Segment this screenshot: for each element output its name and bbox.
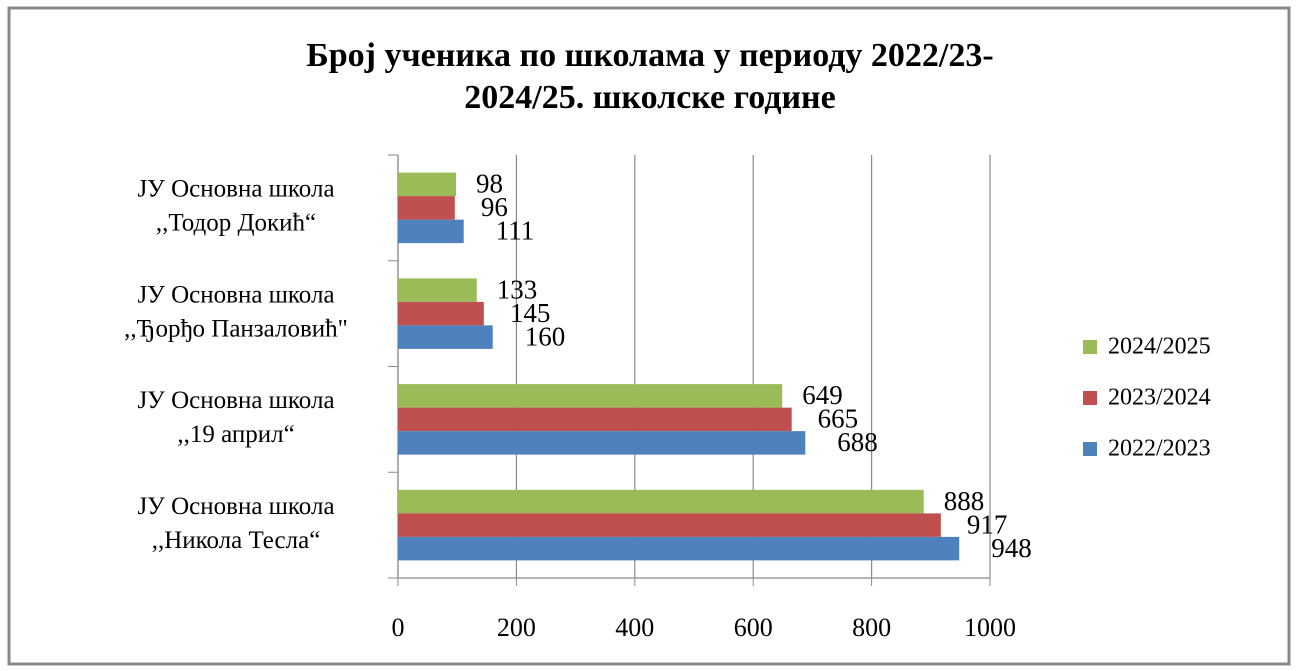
x-tick-label: 200 — [497, 613, 536, 642]
legend-swatch — [1083, 340, 1097, 354]
value-label: 133 — [497, 274, 537, 304]
value-label: 649 — [802, 380, 843, 410]
chart-title: 2024/25. школске године — [464, 79, 835, 116]
x-tick-label: 0 — [392, 613, 405, 642]
value-label: 917 — [967, 509, 1008, 539]
y-tick-label: ЈУ Основна школа — [137, 176, 334, 203]
value-label: 665 — [818, 404, 859, 434]
value-label: 948 — [991, 533, 1032, 563]
bar — [398, 278, 477, 302]
bar — [398, 325, 493, 349]
value-label: 688 — [837, 427, 878, 457]
legend-label: 2022/2023 — [1108, 436, 1211, 462]
bar — [398, 536, 960, 561]
value-label: 96 — [481, 192, 508, 222]
bar — [398, 431, 806, 455]
legend-swatch — [1083, 442, 1097, 456]
bar — [398, 196, 455, 220]
y-tick-label: ,,Никола Тесла“ — [152, 527, 321, 554]
bar — [398, 407, 792, 432]
value-label: 145 — [510, 298, 550, 328]
y-tick-label: ,,Тодор Докић“ — [156, 210, 316, 237]
chart-title: Број ученика по школама у периоду 2022/2… — [306, 37, 993, 74]
y-tick-label: ЈУ Основна школа — [137, 493, 334, 520]
bar — [398, 301, 484, 326]
y-tick-label: ЈУ Основна школа — [137, 281, 334, 308]
x-tick-label: 800 — [852, 613, 891, 642]
bar — [398, 513, 941, 537]
bar — [398, 489, 924, 514]
legend-label: 2024/2025 — [1108, 334, 1211, 360]
bar — [398, 384, 783, 408]
x-tick-label: 1000 — [964, 613, 1016, 642]
y-tick-label: ЈУ Основна школа — [137, 387, 334, 414]
y-tick-label: ,,19 април“ — [177, 421, 294, 448]
value-label: 160 — [525, 321, 566, 351]
bar — [398, 172, 457, 197]
value-label: 111 — [496, 216, 535, 246]
value-label: 888 — [944, 486, 985, 516]
y-tick-label: ,,Ђорђо Панзаловић" — [124, 315, 348, 342]
x-tick-label: 400 — [615, 613, 654, 642]
x-tick-label: 600 — [734, 613, 773, 642]
legend-label: 2023/2024 — [1108, 385, 1211, 411]
value-label: 98 — [476, 169, 503, 199]
legend-swatch — [1083, 391, 1097, 405]
bar — [398, 219, 464, 244]
